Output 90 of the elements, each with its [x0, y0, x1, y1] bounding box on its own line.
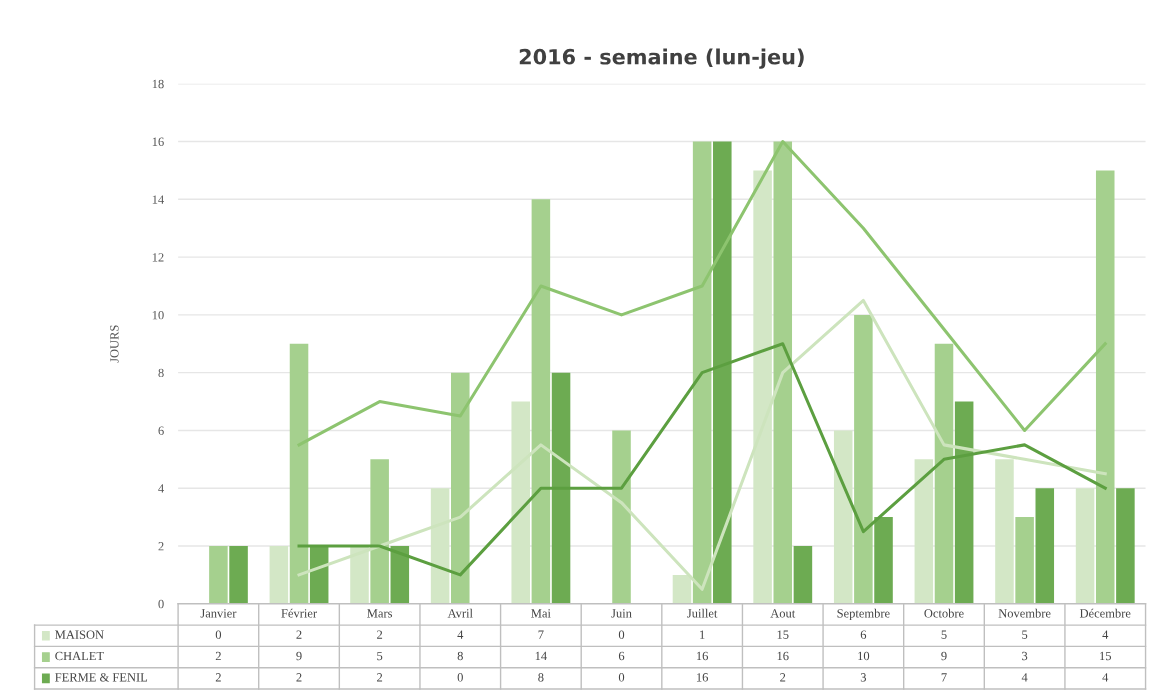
- data-label: 16: [696, 673, 709, 682]
- bar: [773, 141, 793, 604]
- x-tick-label: Juin: [611, 609, 632, 618]
- data-label: 4: [1102, 673, 1109, 682]
- line-series: [297, 342, 1107, 577]
- bar: [954, 401, 974, 604]
- y-tick-label: 0: [158, 599, 164, 609]
- x-tick-label: Mars: [367, 609, 393, 618]
- data-label: 7: [538, 630, 544, 639]
- data-label: 4: [1102, 630, 1109, 639]
- bar: [854, 314, 873, 604]
- data-label: 0: [215, 630, 222, 639]
- bar: [713, 141, 732, 604]
- bar: [1095, 170, 1115, 604]
- data-label: 9: [941, 651, 947, 661]
- bar: [551, 372, 571, 604]
- y-tick-label: 16: [152, 137, 164, 146]
- x-tick-label: Octobre: [924, 608, 964, 618]
- x-tick-label: Mai: [531, 609, 551, 618]
- bar: [289, 343, 309, 604]
- data-label: 16: [777, 651, 789, 661]
- bar: [692, 141, 712, 604]
- bar: [370, 459, 389, 604]
- bar: [390, 545, 410, 604]
- y-tick-label: 12: [152, 253, 164, 262]
- data-label: 3: [860, 673, 867, 682]
- data-label: 2: [377, 630, 383, 639]
- bar: [1116, 488, 1135, 604]
- data-label: 14: [535, 651, 547, 661]
- data-label: 8: [457, 651, 463, 661]
- y-tick-label: 10: [152, 310, 164, 320]
- legend-label: FERME & FENIL: [55, 673, 148, 682]
- y-tick-label: 8: [158, 368, 164, 378]
- bar: [1075, 488, 1095, 604]
- data-label: 3: [1022, 651, 1028, 661]
- data-label: 6: [860, 630, 867, 639]
- bar: [269, 545, 289, 604]
- x-tick-label: Juillet: [687, 608, 718, 618]
- bar: [1035, 488, 1055, 604]
- data-label: 8: [538, 673, 544, 682]
- data-label: 2: [296, 673, 302, 682]
- data-label: 0: [618, 630, 625, 639]
- data-label: 2: [215, 651, 221, 661]
- bar: [451, 372, 470, 604]
- bar: [874, 517, 893, 604]
- x-tick-label: Février: [281, 608, 317, 618]
- data-label: 2: [377, 673, 383, 682]
- chart-title: 2016 - semaine (lun-jeu): [519, 48, 804, 69]
- y-tick-label: 2: [158, 542, 164, 551]
- bar: [793, 545, 813, 604]
- data-label: 0: [457, 673, 463, 682]
- y-tick-label: 4: [158, 484, 165, 493]
- x-tick-label: Aout: [770, 609, 796, 618]
- data-label: 10: [858, 651, 870, 661]
- data-label: 16: [696, 651, 709, 661]
- bar: [531, 199, 551, 604]
- y-tick-label: 18: [152, 79, 164, 89]
- y-axis-title: JOURS: [110, 325, 119, 363]
- y-tick-label: 14: [152, 195, 165, 204]
- data-label: 9: [296, 651, 302, 661]
- data-label: 7: [941, 673, 947, 682]
- bar: [229, 545, 248, 604]
- data-label: 5: [1022, 630, 1028, 639]
- x-tick-label: Septembre: [837, 608, 890, 621]
- bar: [914, 459, 934, 604]
- data-label: 4: [1021, 673, 1028, 682]
- bar: [612, 430, 631, 604]
- bar: [833, 430, 853, 604]
- x-tick-label: Décembre: [1079, 608, 1131, 618]
- data-label: 6: [618, 651, 625, 661]
- y-tick-label: 6: [158, 426, 164, 435]
- data-label: 4: [457, 630, 464, 639]
- data-label: 0: [618, 673, 625, 682]
- data-label: 1: [700, 630, 705, 639]
- line-series: [297, 140, 1107, 447]
- data-label: 5: [377, 651, 383, 661]
- data-label: 15: [777, 630, 789, 639]
- data-label: 2: [215, 673, 221, 682]
- data-label: 15: [1100, 651, 1111, 661]
- bar: [1015, 517, 1034, 604]
- legend-label: CHALET: [55, 651, 104, 661]
- bar: [934, 343, 954, 604]
- data-label: 2: [780, 673, 786, 682]
- x-tick-label: Avril: [447, 608, 473, 618]
- x-tick-label: Janvier: [200, 609, 237, 618]
- bar: [209, 545, 228, 604]
- data-label: 2: [296, 630, 302, 639]
- x-tick-label: Novembre: [998, 608, 1051, 618]
- legend-label: MAISON: [55, 630, 104, 639]
- data-label: 5: [941, 630, 947, 639]
